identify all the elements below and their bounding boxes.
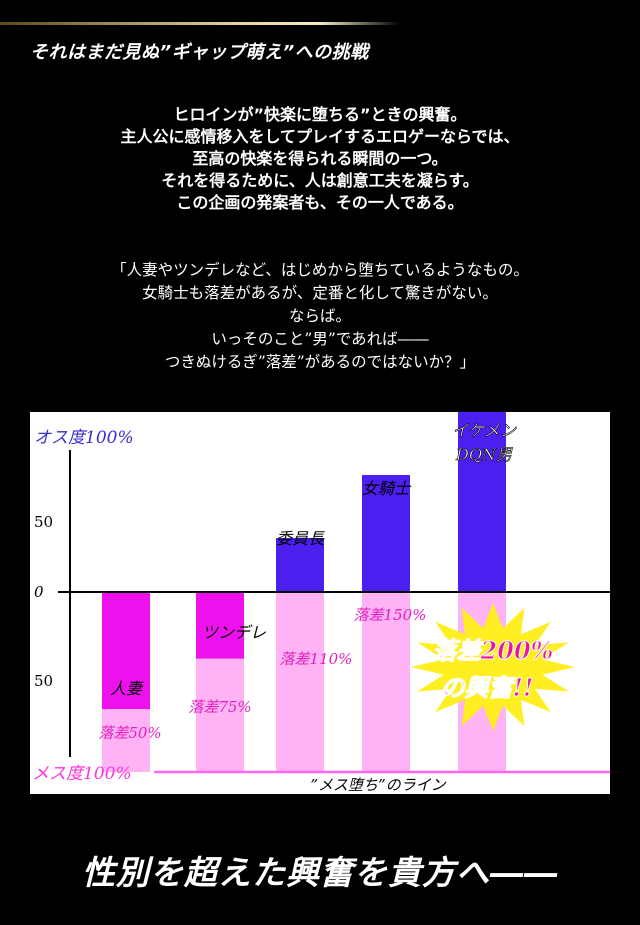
quote-line: いっそのこと”男”であれば―― <box>211 330 429 348</box>
bar <box>362 475 410 592</box>
fall-column <box>276 592 324 772</box>
quote-text: 「人妻やツンデレなど、はじめから堕ちているようなもの。 女騎士も落差があるが、定… <box>0 259 640 374</box>
gap-chart: オス度100% メス度100% 50 0 50 人妻 ツンデレ 委員長 女騎士 イケメン DQN男落… <box>30 412 610 794</box>
fall-column <box>196 658 244 772</box>
bar <box>276 538 324 592</box>
intro-line: ヒロインが”快楽に堕ちる”ときの興奮。 <box>173 105 467 124</box>
y-tick-label: 0 <box>34 583 44 601</box>
category-label: 人妻 <box>110 679 144 698</box>
bar <box>196 592 244 659</box>
drop-label: 落差50% <box>98 724 161 742</box>
drop-label: 落差110% <box>280 650 353 668</box>
page-heading: それはまだ見ぬ”ギャップ萌え”への挑戦 <box>30 42 369 63</box>
category-label: 女騎士 <box>362 479 412 498</box>
bar <box>458 412 506 592</box>
footer-slogan: 性別を超えた興奮を貴方へ―― <box>82 853 558 892</box>
y-top-label: オス度100% <box>34 428 134 448</box>
baseline-label: ”メス堕ち”のライン <box>310 776 446 794</box>
fall-column <box>102 709 150 772</box>
intro-line: 主人公に感情移入をしてプレイするエロゲーならでは、 <box>120 127 520 146</box>
category-label: 委員長 <box>276 529 325 548</box>
highlight-burst <box>411 603 575 731</box>
y-tick-label: 50 <box>34 672 53 690</box>
intro-line: それを得るために、人は創意工夫を凝らす。 <box>161 171 479 190</box>
category-label: DQN男 <box>455 445 513 464</box>
quote-line: 女騎士も落差があるが、定番と化して驚きがない。 <box>142 284 498 302</box>
quote-line: つきぬけるぎ”落差”があるのではないか？」 <box>164 353 476 371</box>
drop-label: 落差75% <box>188 698 251 716</box>
category-label: ツンデレ <box>202 623 266 642</box>
category-label: イケメン <box>452 421 517 440</box>
intro-text: ヒロインが”快楽に堕ちる”ときの興奮。 主人公に感情移入をしてプレイするエロゲー… <box>0 104 640 214</box>
highlight-line-2: の興奮!! <box>440 673 533 702</box>
quote-line: 「人妻やツンデレなど、はじめから堕ちているようなもの。 <box>111 261 529 279</box>
y-tick-label: 50 <box>34 513 53 531</box>
drop-label: 落差150% <box>354 606 427 624</box>
gold-accent-line <box>0 22 400 25</box>
quote-line: ならば。 <box>288 307 351 325</box>
fall-column <box>362 592 410 772</box>
highlight-line-1: 落差200% <box>433 636 554 665</box>
bar <box>102 592 150 709</box>
y-bottom-label: メス度100% <box>32 764 132 784</box>
intro-line: 至高の快楽を得られる瞬間の一つ。 <box>192 149 448 168</box>
intro-line: この企画の発案者も、その一人である。 <box>176 193 464 212</box>
